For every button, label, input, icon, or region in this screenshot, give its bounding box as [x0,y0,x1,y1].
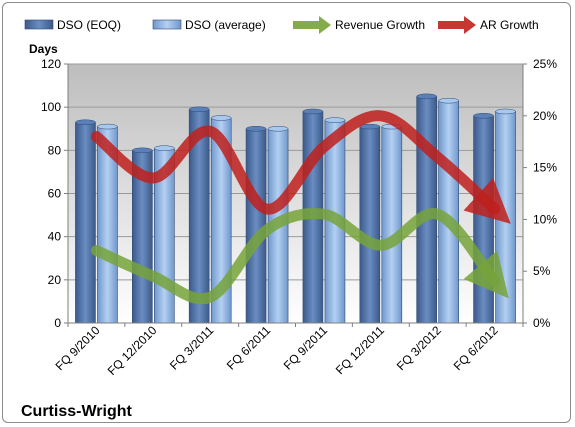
bar-dso-eoq [359,126,381,324]
bar-cap [324,117,346,123]
x-axis-ticks: FQ 9/2010 FQ 12/2010 FQ 3/2011 FQ 6/2011 FQ … [53,323,524,378]
x-tick-label: FQ 12/2011 [333,323,387,377]
x-tick-label: FQ 3/2012 [394,323,444,373]
right-tick-label: 20% [533,109,557,123]
growth-lines [90,110,511,305]
right-tick-label: 15% [533,161,557,175]
x-tick-label: FQ 6/2011 [224,323,274,373]
bar-cap [210,115,232,121]
bar-cap [438,97,459,104]
bar-dso-average [495,111,516,324]
x-tick-label: FQ 9/2010 [53,323,103,373]
legend-label: DSO (average) [185,18,266,32]
bar-cap [154,145,175,151]
bar-dso-eoq [245,128,267,324]
legend-arrow-icon [438,16,476,34]
bar-cap [473,113,494,119]
x-tick-label: FQ 6/2012 [451,323,501,373]
legend: DSO (EOQ) DSO (average) Revenue Growth AR G… [24,16,539,34]
bar-cap [188,106,210,113]
right-tick-label: 10% [533,212,557,226]
y-left-axis-label: Days [29,42,58,56]
bar-dso-average [381,126,403,324]
legend-label: DSO (EOQ) [57,18,121,32]
right-tick-label: 0% [533,316,551,330]
bar-cap [495,108,516,115]
bar-cap [97,123,118,130]
left-tick-label: 60 [48,187,62,201]
x-tick-label: FQ 9/2011 [281,323,331,373]
revenue-growth-line [90,208,509,305]
legend-swatch [24,19,54,30]
bar-dso-eoq [473,115,494,324]
bar-dso-eoq [75,121,96,324]
legend-item: DSO (EOQ) [24,18,121,32]
left-tick-label: 0 [54,316,61,330]
chart-svg: DSO (EOQ) DSO (average) Revenue Growth AR G… [21,16,557,420]
legend-arrow-icon [293,16,331,34]
ar-growth-line [90,110,511,224]
legend-label: Revenue Growth [335,18,425,32]
left-tick-label: 100 [41,100,61,114]
bar-cap [132,147,153,154]
legend-item: Revenue Growth [293,16,425,34]
bar-cap [416,93,437,100]
legend-label: AR Growth [480,18,539,32]
left-tick-label: 80 [48,143,62,157]
right-tick-label: 5% [533,264,551,278]
right-axis-ticks: 0% 5% 10% 15% 20% 25% [523,57,557,330]
x-tick-label: FQ 12/2010 [105,323,160,378]
right-tick-label: 25% [533,57,557,71]
left-tick-label: 40 [48,230,62,244]
legend-item: AR Growth [438,16,539,34]
left-tick-label: 20 [48,273,62,287]
chart-frame: DSO (EOQ) DSO (average) Revenue Growth AR G… [2,2,571,423]
left-axis-ticks: 0 20 40 60 80 100 120 [41,57,68,330]
bar-cap [245,126,267,132]
bar-cap [75,119,96,126]
legend-item: DSO (average) [152,18,266,32]
left-tick-label: 120 [41,57,61,71]
bar-cap [302,108,324,115]
bar-cap [267,126,289,132]
company-name: Curtiss-Wright [21,403,132,420]
legend-swatch [152,19,182,30]
x-tick-label: FQ 3/2011 [167,323,217,373]
